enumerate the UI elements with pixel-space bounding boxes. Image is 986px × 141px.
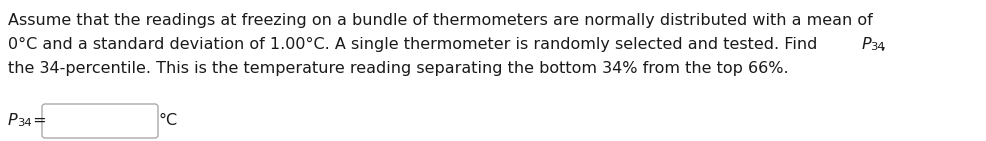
Text: 0°C and a standard deviation of 1.00°C. A single thermometer is randomly selecte: 0°C and a standard deviation of 1.00°C. … bbox=[8, 37, 821, 52]
Text: the 34-percentile. This is the temperature reading separating the bottom 34% fro: the 34-percentile. This is the temperatu… bbox=[8, 61, 788, 76]
Text: 34: 34 bbox=[17, 118, 32, 128]
Text: P: P bbox=[8, 113, 18, 128]
Text: °C: °C bbox=[159, 113, 177, 128]
Text: Assume that the readings at freezing on a bundle of thermometers are normally di: Assume that the readings at freezing on … bbox=[8, 13, 872, 28]
Text: ,: , bbox=[880, 37, 885, 52]
Text: P: P bbox=[861, 37, 871, 52]
FancyBboxPatch shape bbox=[42, 104, 158, 138]
Text: 34: 34 bbox=[869, 42, 883, 52]
Text: =: = bbox=[28, 113, 46, 128]
Text: 0°C and a standard deviation of 1.00°C. A single thermometer is randomly selecte: 0°C and a standard deviation of 1.00°C. … bbox=[8, 37, 821, 52]
